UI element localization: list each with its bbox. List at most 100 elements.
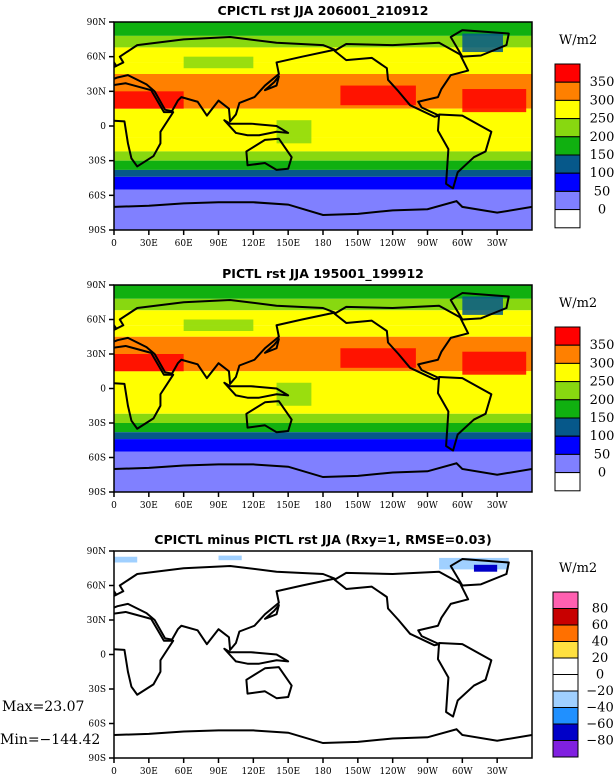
y-tick-label: 30N <box>87 616 106 626</box>
map-panel-3: CPICTL minus PICTL rst JJA (Rxy=1, RMSE=… <box>87 532 614 777</box>
colorbar-label: 20 <box>592 651 609 666</box>
x-tick-label: 90W <box>417 501 438 511</box>
map-panel-2: PICTL rst JJA 195001_199912 0 30E 60E 90E 120… <box>87 266 614 511</box>
colorbar-label: −40 <box>586 701 613 716</box>
zonal-band <box>114 108 532 138</box>
coastline-indonesia <box>223 119 290 137</box>
colorbar-label: 350 <box>590 75 614 90</box>
y-tick-label: 30S <box>88 157 106 167</box>
x-tick-label: 30E <box>140 239 158 249</box>
field-patch <box>462 351 527 375</box>
colorbar-box <box>552 591 579 609</box>
zonal-band <box>114 169 532 177</box>
colorbar-box <box>554 154 581 174</box>
colorbar-box <box>554 435 581 455</box>
colorbar-box <box>554 118 581 138</box>
x-tick-label: 120E <box>241 501 265 511</box>
y-tick-label: 60N <box>87 53 106 63</box>
coastline-greenland <box>449 292 510 321</box>
x-tick-label: 30W <box>487 239 508 249</box>
y-tick-label: 90N <box>87 18 106 28</box>
map-field <box>114 22 532 230</box>
colorbar-units: W/m2 <box>559 561 597 576</box>
x-tick-label: 150W <box>345 501 372 511</box>
coastline-greenland <box>449 558 510 587</box>
zonal-band <box>114 451 532 492</box>
x-tick-label: 60W <box>452 501 473 511</box>
colorbar-units: W/m2 <box>559 33 597 48</box>
colorbar-label: 50 <box>594 447 611 462</box>
zonal-band <box>114 325 532 337</box>
x-tick-label: 120E <box>241 239 265 249</box>
colorbar-label: 0 <box>598 203 606 218</box>
y-tick-label: 60N <box>87 316 106 326</box>
x-tick-label: 150E <box>276 767 300 777</box>
colorbar-box <box>554 344 581 364</box>
x-tick-label: 60E <box>175 767 193 777</box>
colorbar-label: 100 <box>590 166 614 181</box>
y-tick-label: 0 <box>100 651 106 661</box>
map-field <box>114 551 532 758</box>
x-tick-label: 90E <box>209 767 227 777</box>
map-panel-1: CPICTL rst JJA 206001_210912 0 30E 60E 90E 12… <box>87 3 614 249</box>
zonal-band <box>114 62 532 74</box>
x-tick-label: 150W <box>345 239 372 249</box>
x-tick-label: 0 <box>111 239 117 249</box>
colorbar-label: 200 <box>590 130 614 145</box>
coastline-north-america <box>333 41 470 118</box>
y-tick-label: 90S <box>88 754 106 764</box>
coastline-south-america <box>436 642 493 718</box>
anomaly-patch <box>439 557 509 570</box>
chart-title: PICTL rst JJA 195001_199912 <box>222 266 424 282</box>
colorbar-box <box>554 326 581 346</box>
y-tick-label: 30N <box>87 87 106 97</box>
coastline-australia <box>245 137 293 171</box>
colorbar-label: 40 <box>592 635 609 650</box>
coastline-north-america <box>333 570 470 647</box>
x-tick-label: 120W <box>379 501 406 511</box>
colorbar-label: 0 <box>596 668 604 683</box>
y-tick-label: 90S <box>88 488 106 498</box>
coastline-north-america <box>333 304 470 381</box>
colorbar-label: 300 <box>590 93 614 108</box>
coastline-indonesia <box>223 381 290 399</box>
coastline-africa <box>114 82 175 168</box>
field-patch <box>114 354 184 372</box>
x-tick-label: 60E <box>175 501 193 511</box>
min-label: Min=−144.42 <box>0 732 101 748</box>
x-tick-label: 30E <box>140 767 158 777</box>
y-tick-label: 60S <box>88 454 106 464</box>
colorbar-box <box>554 99 581 120</box>
y-tick-label: 60S <box>88 191 106 201</box>
x-tick-label: 30W <box>487 767 508 777</box>
colorbar-label: −20 <box>586 684 613 699</box>
field-patch <box>276 382 312 406</box>
zonal-band <box>114 137 532 152</box>
x-tick-label: 120W <box>379 239 406 249</box>
colorbar-box <box>552 723 579 741</box>
zonal-band <box>114 176 532 190</box>
zonal-band <box>114 439 532 452</box>
coastline-south-america <box>436 113 493 190</box>
colorbar-label: −60 <box>586 717 613 732</box>
zonal-band <box>114 189 532 230</box>
colorbar-label: 350 <box>590 338 614 353</box>
coastline-eurasia <box>114 298 336 385</box>
colorbar-label: 150 <box>590 148 614 163</box>
colorbar-label: 250 <box>590 112 614 127</box>
x-tick-label: 120W <box>379 767 406 777</box>
coastline-japan <box>263 75 280 92</box>
colorbar-box <box>552 707 579 725</box>
colorbar-box <box>554 399 581 419</box>
zonal-band <box>114 160 532 170</box>
chart-title: CPICTL rst JJA 206001_210912 <box>218 3 429 19</box>
coastline-australia <box>245 400 293 434</box>
x-tick-label: 90E <box>209 501 227 511</box>
colorbar-box <box>552 624 579 642</box>
coastline-antarctica <box>114 199 532 216</box>
colorbar-box <box>552 674 579 692</box>
colorbar-box <box>554 209 581 229</box>
coastline-eurasia <box>114 564 336 651</box>
zonal-band <box>114 298 532 311</box>
colorbar-box <box>554 81 581 101</box>
